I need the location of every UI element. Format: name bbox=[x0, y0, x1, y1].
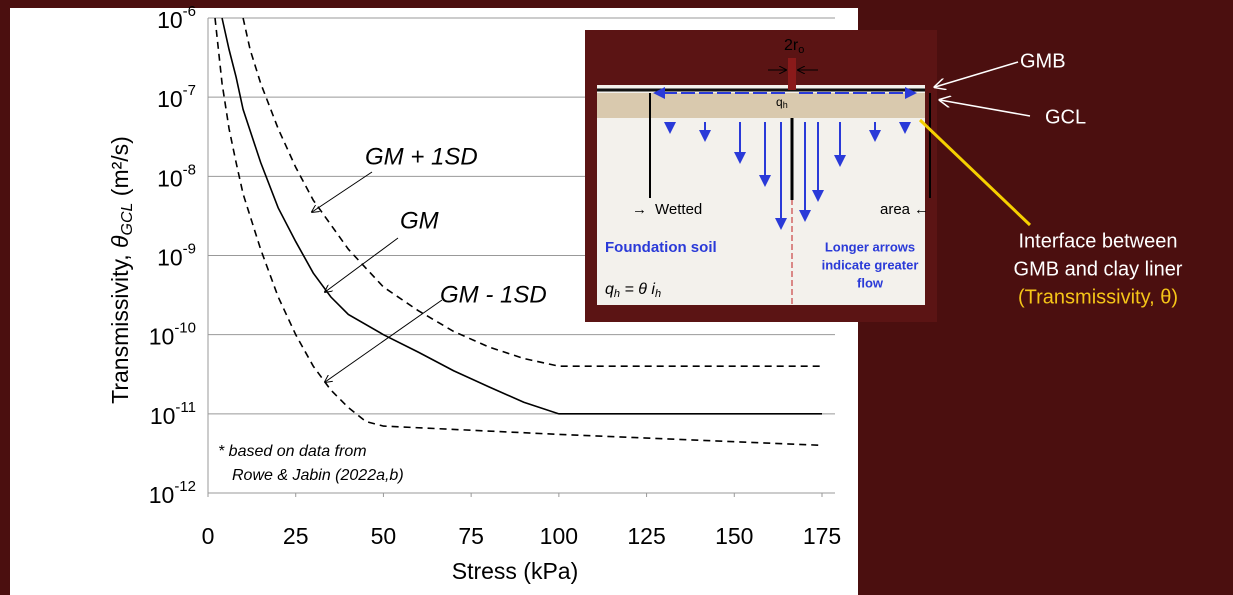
x-tick-label: 125 bbox=[627, 523, 665, 549]
note: * based on data from bbox=[218, 443, 367, 460]
flow-label-sub: h bbox=[783, 100, 788, 110]
y-title-unit: (m²/s) bbox=[107, 136, 133, 202]
y-axis-title: Transmissivity, θGCL (m²/s) bbox=[107, 136, 136, 404]
gmb-label: GMB bbox=[1020, 50, 1066, 72]
x-tick-label: 75 bbox=[458, 523, 484, 549]
wetted-label: Wetted bbox=[655, 201, 702, 218]
eq-part: = θ bbox=[620, 281, 651, 298]
foundation-label: Foundation soil bbox=[605, 239, 717, 256]
callout: (Transmissivity, θ) bbox=[1018, 286, 1178, 308]
slide: 10-610-710-810-910-1010-1110-12025507510… bbox=[0, 0, 1233, 595]
gcl-label: GCL bbox=[1045, 106, 1086, 128]
x-tick-label: 150 bbox=[715, 523, 753, 549]
arrows-note: flow bbox=[857, 275, 884, 290]
y-title-symbol: θ bbox=[107, 235, 133, 248]
y-tick-exponent: -10 bbox=[174, 320, 196, 337]
y-tick-exponent: -7 bbox=[183, 82, 196, 99]
y-tick-base: 10 bbox=[149, 482, 175, 508]
y-tick-base: 10 bbox=[150, 403, 176, 429]
inset-diagram: 2ro qh → Wetted area ← Foundation soil L… bbox=[585, 30, 937, 322]
y-tick-exponent: -11 bbox=[175, 399, 196, 416]
series-annotation: GM + 1SD bbox=[365, 143, 478, 170]
hole-label-sub: o bbox=[798, 44, 804, 56]
y-tick-base: 10 bbox=[157, 7, 183, 33]
gmb-pointer bbox=[935, 62, 1018, 87]
gcl-layer bbox=[597, 93, 925, 118]
equation: qh = θ ih bbox=[605, 281, 661, 300]
y-tick-exponent: -9 bbox=[183, 240, 196, 257]
note: Rowe & Jabin (2022a,b) bbox=[232, 467, 404, 484]
eq-part: h bbox=[655, 288, 661, 300]
x-tick-label: 0 bbox=[202, 523, 215, 549]
series-annotation: GM bbox=[400, 207, 439, 234]
y-tick-exponent: -12 bbox=[174, 478, 196, 495]
x-tick-label: 50 bbox=[371, 523, 397, 549]
y-tick-base: 10 bbox=[157, 165, 183, 191]
callout: GMB and clay liner bbox=[1014, 258, 1183, 280]
y-tick-base: 10 bbox=[157, 245, 183, 271]
y-tick-base: 10 bbox=[157, 86, 183, 112]
gcl-pointer bbox=[940, 100, 1030, 116]
hole bbox=[788, 58, 796, 90]
x-axis-title: Stress (kPa) bbox=[452, 558, 579, 584]
y-tick-exponent: -8 bbox=[183, 161, 196, 178]
y-title-subscript: GCL bbox=[119, 203, 136, 236]
arrows-note: Longer arrows bbox=[825, 239, 915, 254]
y-tick-base: 10 bbox=[149, 324, 175, 350]
wetted-arrow: → bbox=[632, 201, 647, 218]
flow-label-text: q bbox=[776, 95, 783, 109]
eq-part: q bbox=[605, 281, 614, 298]
x-tick-label: 25 bbox=[283, 523, 309, 549]
series-annotation: GM - 1SD bbox=[440, 281, 547, 308]
hole-label-text: 2r bbox=[784, 37, 799, 54]
area-label: area bbox=[880, 201, 911, 218]
area-arrow: ← bbox=[914, 201, 929, 218]
x-tick-label: 100 bbox=[540, 523, 578, 549]
callout: Interface between bbox=[1019, 230, 1178, 252]
y-tick-exponent: -6 bbox=[183, 3, 196, 20]
arrows-note: indicate greater bbox=[822, 257, 919, 272]
x-tick-label: 175 bbox=[803, 523, 841, 549]
y-title-text: Transmissivity, bbox=[107, 248, 133, 404]
